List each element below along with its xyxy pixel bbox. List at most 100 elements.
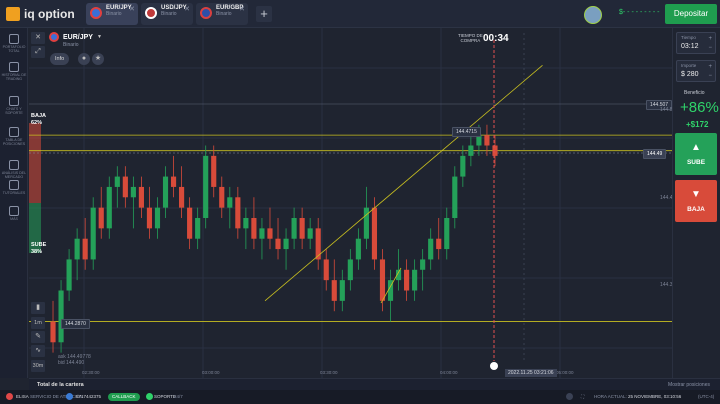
timeframe-30m[interactable]: 30m [31,360,45,372]
status-bar: ELISA SERVICIO DE ATENCIÓN 5717442375 CA… [0,390,720,404]
candle-body [404,269,410,291]
candle-body [492,145,498,156]
expand-icon[interactable]: ⤢ [31,46,45,58]
sidebar-item-6[interactable]: MÁS [0,206,28,221]
sentiment-up-bar [29,203,41,253]
avatar[interactable] [584,6,602,24]
time-selector[interactable]: Tiempo 03:12 + − [676,32,716,54]
callback-button[interactable]: CALLBACK [108,393,140,401]
asset-header[interactable]: EUR/JPY ▼ Binario [49,32,102,48]
close-icon[interactable]: ✕ [239,6,245,13]
stepper-icon[interactable]: + − [708,64,712,79]
amount-label: Importe [681,63,697,68]
candle-body [275,238,281,250]
sentiment-up-pct: 38% [31,249,43,255]
asset-tab-eurjpy[interactable]: EUR/JPY Binario ✕ [86,3,138,25]
price-tag-high: 144.4715 [452,127,481,137]
flag-icon [90,7,102,19]
asset-tab-usdjpy[interactable]: USD/JPY Binario ✕ [141,3,193,25]
axis-level-3: 144.3 [660,282,673,288]
tab-pair: EUR/GBP [216,5,244,11]
add-tab-button[interactable]: + [256,6,272,22]
fullscreen-icon[interactable]: ⛶ [581,394,585,399]
call-button[interactable]: ▲ SUBE [675,133,717,175]
more-icon [9,206,19,216]
balance[interactable]: $- - - - - - - - - [619,9,660,16]
draw-tool-icon[interactable]: ✎ [31,331,45,343]
candle-body [379,259,386,301]
line-tool-icon[interactable]: ∿ [31,345,45,357]
portfolio-bar[interactable]: Total de la cartera Mostrar posiciones [29,378,720,390]
tab-type: Binario [106,11,122,17]
logo-icon [6,7,20,21]
user-name[interactable]: ELISA [16,394,29,399]
sentiment-down-label: BAJA [31,113,46,119]
sidebar-item-0[interactable]: PORTAFOLIO TOTAL [0,34,28,53]
candle-body [74,238,80,260]
candle-body [130,186,136,198]
candle-body [122,176,128,198]
sidebar-item-label: TUTORIALES [2,191,26,195]
candle-body [460,155,466,177]
candle-body [476,135,482,146]
candle-body [436,238,442,250]
candle-body [203,155,209,218]
x-tick: 03:30:00 [320,370,338,375]
bell-icon[interactable]: ● [78,53,90,65]
current-price-tag: 144.49 [643,149,667,159]
profit-percent: +86% [680,99,719,116]
candle-body [114,176,120,187]
chevron-down-icon[interactable]: ▼ [96,34,102,40]
trend-line [264,65,543,302]
sidebar-item-5[interactable]: TUTORIALES [0,180,28,195]
timeframe-1m[interactable]: 1m [31,317,45,329]
stepper-icon[interactable]: + − [708,36,712,51]
logo[interactable]: iq option [6,7,75,21]
show-positions-toggle[interactable]: Mostrar posiciones [668,382,710,388]
sidebar-item-2[interactable]: CHATS Y SOPORTE [0,96,28,115]
put-button[interactable]: ▼ BAJA [675,180,717,222]
close-icon[interactable]: ✕ [184,6,190,13]
sentiment-up-label: SUBE [31,242,47,248]
timer-value: 00:34 [483,33,509,44]
sidebar-item-1[interactable]: HISTORIAL DE TRADING [0,62,28,81]
candle-body [251,218,257,239]
close-icon[interactable]: ✕ [129,6,135,13]
close-chart-icon[interactable]: ✕ [31,32,45,44]
info-button[interactable]: Info [50,53,70,65]
candle-body [50,321,56,343]
sentiment-down-pct: 62% [31,120,43,126]
settings-icon[interactable] [566,393,573,400]
amount-value[interactable]: $ 280 [681,71,699,78]
price-chart[interactable] [29,28,672,378]
support-icon [146,393,153,400]
asset-name: EUR/JPY [63,33,93,41]
candle-body [138,186,144,208]
trend-line [380,267,402,304]
sidebar-item-3[interactable]: TABLA DE POSICIONES [0,127,28,146]
sidebar-item-4[interactable]: ANÁLISIS DEL MERCADO [0,160,28,179]
candle-body [412,269,418,291]
candle-body [98,207,104,229]
candle-body [387,280,394,301]
indicator-icon[interactable]: ▮ [31,302,45,314]
sentiment-down-bar [29,123,41,203]
candle-body [146,207,153,229]
asset-tab-eurgbp[interactable]: EUR/GBP Binario ✕ [196,3,248,25]
candle-body [243,218,249,229]
ask-label: ask 144.49778 [58,354,91,360]
deposit-button[interactable]: Depositar [665,4,717,24]
support-label[interactable]: SOPORTE [154,394,176,399]
sidebar-item-label: PORTAFOLIO TOTAL [2,45,26,54]
phone-number[interactable]: 5717442375 [76,394,102,399]
amount-field[interactable]: Importe $ 280 + − [676,60,716,82]
chart-area[interactable] [29,28,672,378]
phone-icon [66,393,73,400]
sidebar: PORTAFOLIO TOTAL HISTORIAL DE TRADING CHAT… [0,28,28,378]
sidebar-item-label: MÁS [10,217,18,221]
star-icon[interactable]: ★ [92,53,104,65]
flag-icon [200,7,212,19]
x-tick: 05:00:00 [556,370,574,375]
candle-body [395,269,402,281]
candle-body [339,280,345,301]
